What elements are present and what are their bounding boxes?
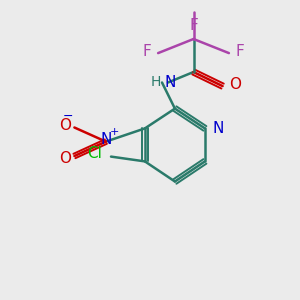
Text: N: N <box>212 121 224 136</box>
Text: F: F <box>189 18 198 33</box>
Text: F: F <box>143 44 152 59</box>
Text: F: F <box>236 44 244 59</box>
Text: O: O <box>229 77 241 92</box>
Text: N: N <box>164 75 176 90</box>
Text: −: − <box>63 110 73 123</box>
Text: H: H <box>150 76 160 89</box>
Text: O: O <box>59 118 71 133</box>
Text: +: + <box>110 127 120 137</box>
Text: Cl: Cl <box>87 146 102 160</box>
Text: N: N <box>100 132 112 147</box>
Text: O: O <box>59 151 71 166</box>
